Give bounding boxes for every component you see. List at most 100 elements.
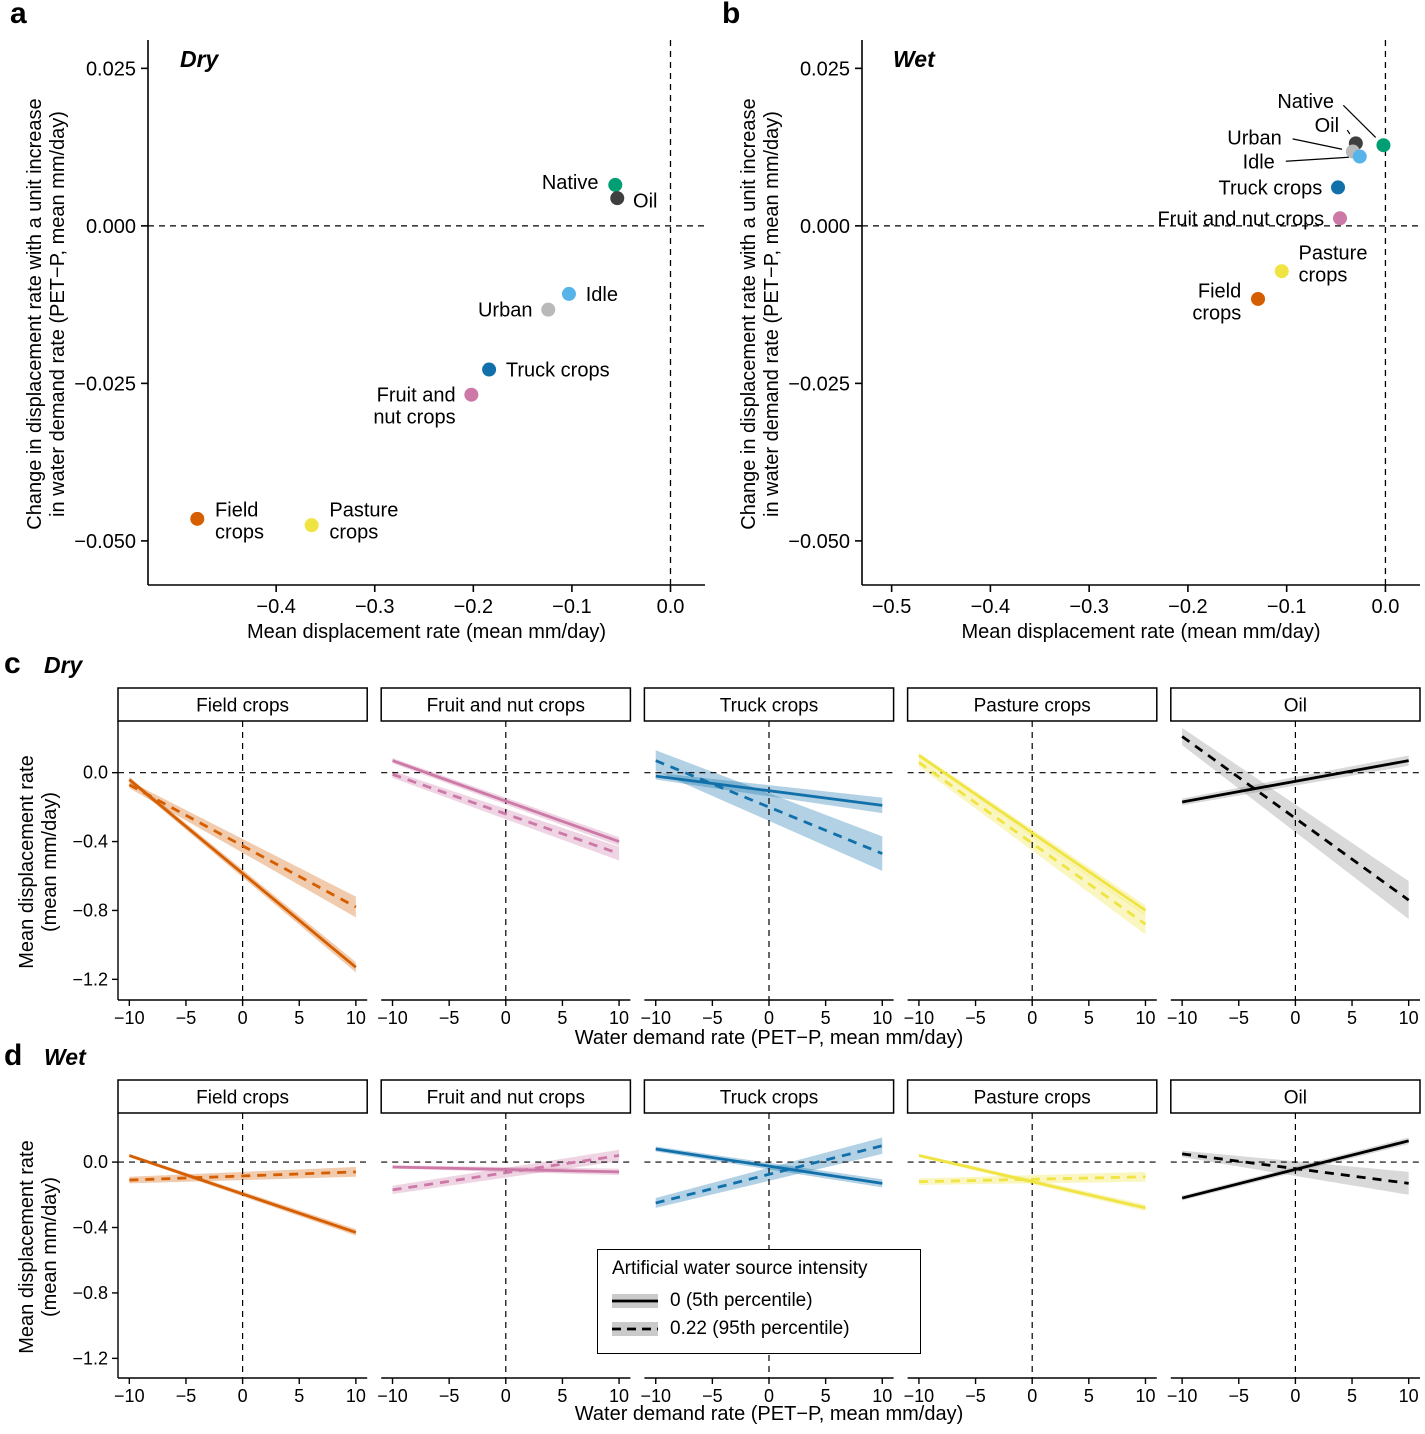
c-x-tick-label: −5: [702, 1008, 723, 1028]
c-y-tick-label: −1.2: [72, 969, 108, 989]
b-point-label-oil: Oil: [1315, 115, 1339, 137]
c-x-tick-label: 5: [821, 1008, 831, 1028]
d-x-tick-label: 5: [294, 1386, 304, 1406]
c-x-tick-label: 5: [294, 1008, 304, 1028]
a-point-fruit-and-nut-crops: [464, 387, 479, 402]
b-x-tick-label: −0.5: [872, 596, 911, 618]
a-x-tick-label: −0.1: [552, 596, 591, 618]
d-dashed-line-truck-crops: [655, 1144, 883, 1205]
b-point-label-native: Native: [1277, 91, 1334, 113]
panel-c-y-axis-title: Mean displacement rate (mean mm/day): [16, 721, 62, 1003]
a-point-label-field-crops: crops: [215, 522, 264, 544]
c-solid-line-pasture-crops: [918, 754, 1147, 912]
a-y-tick-label: −0.050: [74, 531, 136, 553]
d-dashed-line-pasture-crops: [918, 1175, 1146, 1184]
b-point-label-fruit-and-nut-crops: Fruit and nut crops: [1157, 208, 1324, 230]
d-x-tick-label: −10: [377, 1386, 408, 1406]
a-point-label-fruit-and-nut-crops: Fruit and: [377, 384, 456, 406]
b-point-label-urban: Urban: [1227, 128, 1281, 150]
d-x-tick-label: −5: [965, 1386, 986, 1406]
d-x-tick-label: −10: [640, 1386, 671, 1406]
c-x-tick-label: 10: [346, 1008, 366, 1028]
a-point-label-field-crops: Field: [215, 500, 258, 522]
d-x-tick-label: −10: [1167, 1386, 1198, 1406]
b-x-tick-label: −0.2: [1168, 596, 1207, 618]
panel-d-y-axis-title-line2: (mean mm/day): [39, 1176, 61, 1318]
c-dashed-line-oil: [1181, 735, 1410, 902]
a-point-idle: [561, 286, 576, 301]
c-x-tick-label: 10: [1135, 1008, 1155, 1028]
b-y-tick-label: −0.050: [788, 531, 850, 553]
c-solid-line-oil: [1181, 759, 1409, 804]
c-x-tick-label: 5: [557, 1008, 567, 1028]
d-x-tick-label: 5: [557, 1386, 567, 1406]
d-solid-line-fruit-and-nut-crops: [392, 1165, 620, 1174]
c-y-tick-label: −0.4: [72, 832, 108, 852]
c-dashed-line-truck-crops: [655, 759, 883, 855]
d-x-tick-label: −10: [904, 1386, 935, 1406]
c-dashed-line-field-crops: [128, 783, 357, 909]
d-y-tick-label: −1.2: [72, 1348, 108, 1368]
d-strip-fruit-and-nut-crops: [380, 1079, 632, 1114]
a-point-label-pasture-crops: Pasture: [329, 500, 398, 522]
c-x-tick-label: −5: [965, 1008, 986, 1028]
d-x-tick-label: 10: [346, 1386, 366, 1406]
d-strip-pasture-crops: [906, 1079, 1158, 1114]
c-x-tick-label: 0: [1027, 1008, 1037, 1028]
d-y-tick-label: −0.4: [72, 1218, 108, 1238]
d-strip-field-crops: [117, 1079, 368, 1114]
b-point-fruit-and-nut-crops: [1333, 211, 1348, 226]
a-point-label-idle: Idle: [586, 284, 618, 306]
c-y-tick-label: −0.8: [72, 900, 108, 920]
d-x-tick-label: 0: [238, 1386, 248, 1406]
b-point-label-pasture-crops: Pasture: [1299, 243, 1368, 265]
a-y-tick-label: −0.025: [74, 373, 136, 395]
c-dashed-line-pasture-crops: [918, 761, 1147, 926]
panel-b-x-axis-title: Mean displacement rate (mean mm/day): [961, 621, 1321, 643]
c-x-tick-label: −10: [114, 1008, 145, 1028]
c-x-tick-label: 5: [1347, 1008, 1357, 1028]
d-dashed-line-field-crops: [129, 1170, 356, 1182]
panel-d-climate-title: Wet: [44, 1044, 86, 1070]
b-x-tick-label: −0.1: [1267, 596, 1306, 618]
a-y-tick-label: 0.000: [86, 216, 136, 238]
c-x-tick-label: −10: [1167, 1008, 1198, 1028]
b-point-native: [1376, 138, 1391, 153]
panel-label-d: d: [4, 1039, 23, 1072]
c-x-tick-label: −5: [439, 1008, 460, 1028]
c-strip-label-truck-crops: Truck crops: [720, 696, 819, 717]
a-point-field-crops: [190, 511, 205, 526]
d-solid-line-field-crops: [128, 1154, 357, 1234]
legend-label-solid: 0 (5th percentile): [670, 1290, 813, 1311]
c-x-tick-label: 10: [1399, 1008, 1419, 1028]
d-x-tick-label: −5: [1228, 1386, 1249, 1406]
c-x-tick-label: 0: [1290, 1008, 1300, 1028]
panel-a-x-axis-title: Mean displacement rate (mean mm/day): [246, 621, 607, 643]
c-strip-label-oil: Oil: [1284, 696, 1307, 717]
c-x-tick-label: 0: [238, 1008, 248, 1028]
b-point-truck-crops: [1331, 180, 1346, 195]
c-solid-line-fruit-and-nut-crops: [392, 759, 620, 843]
c-x-tick-label: −10: [640, 1008, 671, 1028]
c-dashed-line-fruit-and-nut-crops: [392, 773, 620, 855]
d-y-tick-label: 0.0: [83, 1152, 108, 1172]
d-x-tick-label: 0: [1027, 1386, 1037, 1406]
a-x-tick-label: 0.0: [657, 596, 685, 618]
b-x-tick-label: −0.3: [1069, 596, 1108, 618]
a-point-label-oil: Oil: [633, 191, 657, 213]
legend-entry-solid: 0 (5th percentile): [612, 1287, 904, 1315]
legend-entry-dashed: 0.22 (95th percentile): [612, 1315, 904, 1343]
a-x-tick-label: −0.2: [454, 596, 493, 618]
c-strip-oil: [1170, 687, 1421, 722]
c-x-tick-label: 10: [872, 1008, 892, 1028]
panel-d-y-axis-title-line1: Mean displacement rate: [16, 1140, 38, 1354]
legend-label-dashed: 0.22 (95th percentile): [670, 1318, 850, 1339]
panel-a-climate-title: Dry: [180, 46, 219, 72]
panel-a-y-axis-title-line1: Change in displacement rate with a unit …: [24, 98, 46, 530]
panel-c-y-axis-title-line2: (mean mm/day): [39, 791, 61, 933]
b-leader-urban: [1292, 138, 1343, 150]
c-x-tick-label: 10: [609, 1008, 629, 1028]
panel-c-climate-title: Dry: [44, 652, 83, 678]
c-strip-field-crops: [117, 687, 368, 722]
b-y-tick-label: 0.000: [800, 216, 850, 238]
